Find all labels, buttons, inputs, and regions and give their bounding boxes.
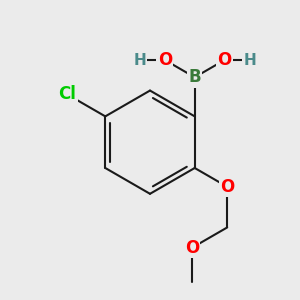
Text: H: H — [134, 52, 146, 68]
Text: O: O — [220, 178, 234, 196]
Text: Cl: Cl — [58, 85, 76, 103]
Text: B: B — [188, 68, 201, 86]
Text: O: O — [185, 239, 199, 257]
Text: O: O — [158, 51, 172, 69]
Text: H: H — [243, 52, 256, 68]
Text: O: O — [218, 51, 232, 69]
